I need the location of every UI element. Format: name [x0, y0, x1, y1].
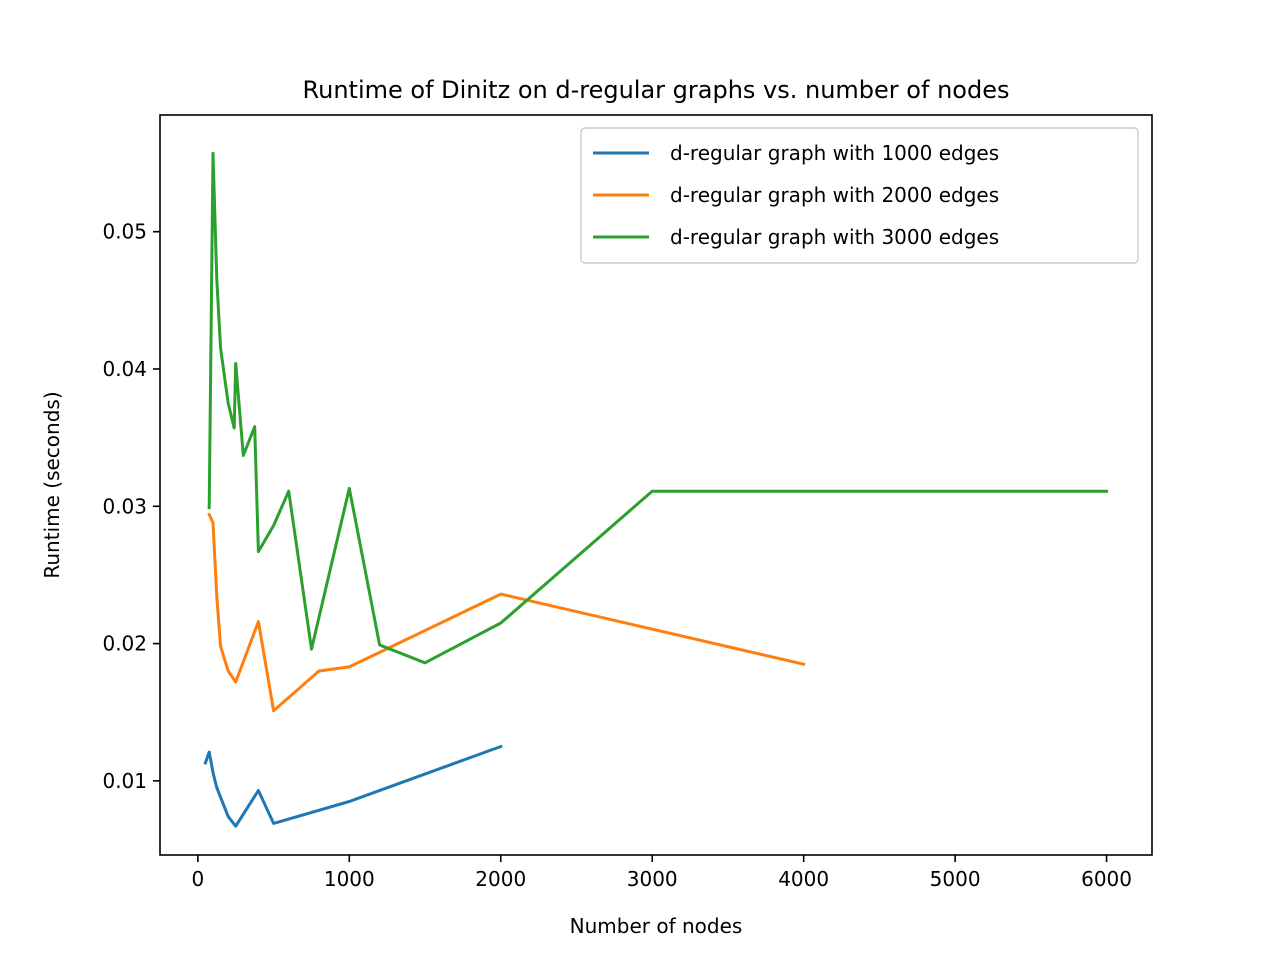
series-line-1 [203, 744, 503, 828]
y-tick-label: 0.05 [102, 220, 147, 244]
x-tick-label: 2000 [475, 867, 526, 891]
legend-items: d-regular graph with 1000 edges d-regular… [593, 141, 999, 249]
x-axis: 0 1000 2000 3000 4000 5000 6000 [191, 855, 1132, 891]
legend-label-1: d-regular graph with 1000 edges [670, 141, 999, 165]
x-axis-title: Number of nodes [570, 914, 743, 938]
y-axis-title: Runtime (seconds) [40, 391, 64, 578]
x-tick-label: 5000 [930, 867, 981, 891]
series-line-3 [207, 151, 1109, 665]
legend-label-2: d-regular graph with 2000 edges [670, 183, 999, 207]
series-layer [203, 151, 1109, 828]
x-tick-label: 6000 [1081, 867, 1132, 891]
series-line-2 [207, 512, 806, 713]
y-tick-label: 0.02 [102, 632, 147, 656]
x-tick-label: 4000 [778, 867, 829, 891]
y-tick-label: 0.01 [102, 769, 147, 793]
legend: d-regular graph with 1000 edges d-regular… [580, 127, 1139, 264]
x-tick-label: 3000 [627, 867, 678, 891]
legend-label-3: d-regular graph with 3000 edges [670, 225, 999, 249]
x-tick-label: 0 [191, 867, 204, 891]
y-tick-label: 0.04 [102, 357, 147, 381]
chart-title: Runtime of Dinitz on d-regular graphs vs… [303, 76, 1010, 104]
axes-frame [159, 114, 1153, 856]
plot-area [159, 114, 1153, 856]
y-tick-label: 0.03 [102, 494, 147, 518]
y-axis: 0.01 0.02 0.03 0.04 0.05 [102, 220, 160, 793]
x-tick-label: 1000 [324, 867, 375, 891]
legend-box [580, 127, 1139, 264]
